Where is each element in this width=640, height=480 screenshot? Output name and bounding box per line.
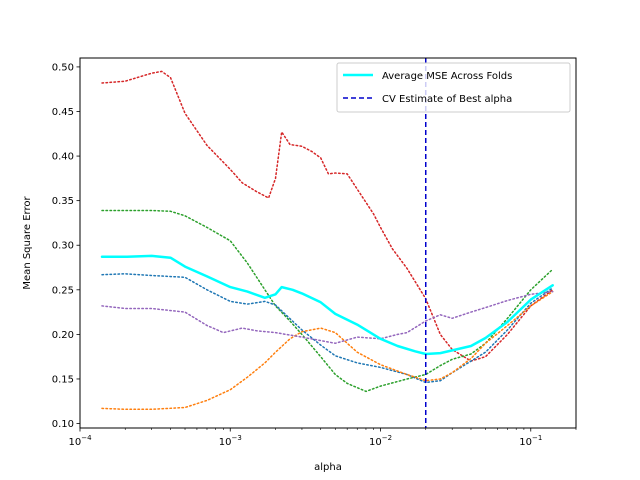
legend-label-best-alpha: CV Estimate of Best alpha: [382, 94, 512, 105]
series-fold-line-1: [101, 70, 554, 362]
legend-frame: [336, 62, 571, 113]
y-tick-label: 0.35: [52, 196, 74, 207]
series-fold-line-2: [101, 209, 554, 393]
x-tick-label: 10−1: [519, 434, 542, 448]
x-tick-label: 10−3: [219, 434, 242, 448]
y-tick-label: 0.15: [52, 374, 74, 385]
x-tick-label: 10−4: [68, 434, 92, 448]
series-layer: [100, 58, 554, 428]
y-tick-label: 0.10: [52, 419, 74, 430]
series-fold-line-3: [101, 273, 554, 384]
x-axis-label: alpha: [314, 462, 342, 473]
series-fold-line-5: [101, 290, 554, 345]
series-average-mse-line: [100, 254, 554, 356]
x-tick-label: 10−2: [369, 434, 392, 448]
y-tick-label: 0.25: [52, 285, 74, 296]
series-fold-line-4: [101, 290, 554, 411]
y-tick-label: 0.20: [52, 330, 74, 341]
y-tick-label: 0.45: [52, 107, 74, 118]
plot-area: [80, 58, 576, 428]
y-tick-label: 0.40: [52, 152, 74, 163]
legend: Average MSE Across Folds CV Estimate of …: [336, 62, 571, 113]
legend-label-average: Average MSE Across Folds: [382, 71, 512, 82]
plot-frame: [79, 57, 577, 429]
y-tick-label: 0.50: [52, 62, 74, 73]
y-tick-label: 0.30: [52, 241, 74, 252]
tick-layer: 10−4 10−3 10−2 10−1 0.10 0.15 0.20 0.25 0.30 0.35…: [52, 62, 577, 448]
y-axis-label: Mean Square Error: [22, 196, 33, 290]
